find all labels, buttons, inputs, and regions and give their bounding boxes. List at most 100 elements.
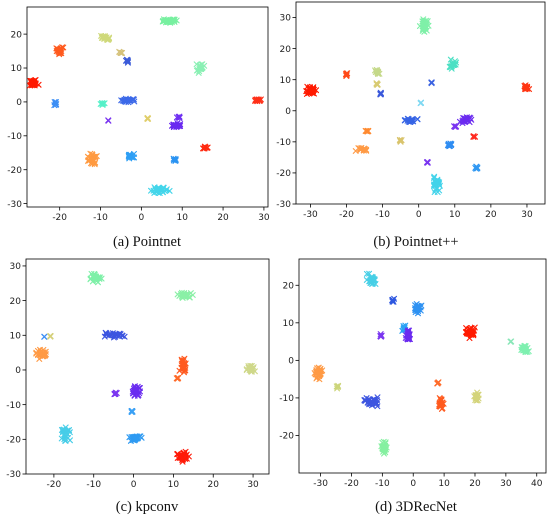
scatter-point — [444, 142, 451, 149]
cluster-10 — [417, 99, 425, 107]
cluster-4 — [373, 80, 381, 88]
scatter-point — [357, 145, 363, 152]
y-tick-label: -30 — [6, 470, 21, 480]
scatter-point — [131, 150, 137, 157]
scatter-point — [129, 408, 136, 414]
x-tick-label: 0 — [139, 213, 145, 223]
x-tick-label: -30 — [313, 479, 328, 489]
scatter-point — [401, 117, 408, 124]
x-tick-label: 30 — [500, 479, 512, 489]
cluster-5 — [377, 89, 384, 98]
scatter-point — [408, 118, 415, 125]
cluster-18 — [424, 159, 431, 166]
scatter-point — [131, 98, 138, 105]
scatter-point — [464, 115, 471, 122]
cluster-7 — [84, 150, 100, 168]
cluster-2 — [342, 70, 351, 79]
cluster-13 — [173, 374, 182, 382]
axis-ticks: -20 -10 0 10 20 30 -30 -20 -10 0 10 20 30 — [6, 262, 259, 490]
cluster-9 — [401, 115, 421, 125]
scatter-point — [87, 150, 94, 157]
cluster-15 — [471, 389, 482, 404]
scatter-point — [60, 44, 67, 51]
cluster-10 — [311, 364, 326, 383]
scatter-point — [372, 400, 379, 407]
axis-ticks: -30 -20 -10 0 10 20 30 40 -20 -10 0 10 20 — [279, 281, 542, 489]
scatter-point — [438, 406, 445, 412]
y-tick-label: -20 — [279, 432, 294, 442]
cluster-3 — [372, 67, 383, 77]
scatter-point — [316, 372, 323, 379]
x-tick-label: -10 — [93, 213, 108, 223]
cluster-20 — [252, 96, 264, 105]
cluster-8 — [518, 342, 532, 356]
x-tick-label: 20 — [469, 479, 481, 489]
scatter-point — [189, 292, 196, 298]
cluster-4 — [98, 32, 113, 43]
panel-3drecnet: -30 -20 -10 0 10 20 30 40 -20 -10 0 10 20 (d) 3DRecN… — [279, 258, 547, 515]
cluster-12 — [416, 16, 432, 35]
scatter-point — [175, 374, 182, 381]
y-tick-label: 0 — [288, 357, 294, 367]
cluster-4 — [87, 270, 105, 286]
scatter-point — [111, 333, 118, 339]
cluster-7 — [462, 324, 478, 342]
cluster-17 — [444, 140, 455, 150]
scatter-point — [126, 97, 133, 104]
scatter-point — [432, 180, 439, 186]
cluster-8 — [97, 100, 108, 108]
cluster-19 — [200, 143, 211, 152]
x-tick-label: 30 — [521, 210, 533, 220]
cluster-16 — [170, 155, 179, 164]
y-tick-label: 30 — [280, 14, 292, 24]
cluster-9 — [126, 433, 145, 444]
cluster-13 — [446, 56, 460, 72]
scatter-point — [64, 431, 71, 438]
y-tick-label: -10 — [7, 132, 22, 142]
scatter-point — [133, 435, 140, 442]
scatter-point — [173, 375, 180, 382]
axes-frame — [25, 258, 270, 475]
x-tick-label: 40 — [531, 479, 543, 489]
scatter-point — [119, 97, 126, 104]
cluster-15 — [173, 113, 183, 121]
scatter-point — [366, 401, 373, 408]
x-tick-label: 20 — [217, 213, 229, 223]
scatter-point — [101, 35, 108, 42]
scatter-point — [89, 151, 96, 158]
cluster-8 — [128, 407, 136, 416]
scatter-point — [198, 64, 205, 71]
scatter-point — [405, 329, 412, 336]
scatter-point — [305, 88, 312, 95]
y-tick-label: 20 — [283, 281, 295, 291]
scatter-point — [364, 128, 371, 135]
cluster-1 — [363, 270, 379, 287]
x-tick-label: 30 — [247, 480, 259, 490]
cluster-5 — [116, 48, 126, 56]
scatter-point — [125, 96, 131, 103]
scatter-point — [310, 86, 316, 93]
scatter-point — [467, 326, 474, 333]
y-tick-label: 20 — [11, 30, 23, 40]
scatter-point — [29, 78, 36, 85]
cluster-5 — [101, 329, 128, 341]
y-tick-label: 0 — [285, 107, 291, 117]
scatter-point — [377, 91, 384, 98]
scatter-point — [414, 116, 421, 123]
cluster-13 — [159, 16, 180, 26]
scatter-point — [397, 138, 404, 145]
scatter-point — [428, 79, 435, 86]
y-tick-label: -30 — [7, 200, 22, 210]
x-tick-label: -10 — [86, 480, 101, 490]
cluster-2 — [53, 44, 67, 58]
cluster-3 — [412, 301, 425, 317]
scatter-point — [126, 434, 133, 441]
x-tick-label: 10 — [449, 210, 461, 220]
cluster-17 — [148, 184, 173, 197]
x-tick-label: 20 — [485, 210, 497, 220]
scatter-point — [464, 117, 471, 124]
cluster-15 — [243, 362, 258, 375]
y-tick-label: 20 — [10, 297, 22, 307]
scatter-point — [369, 280, 376, 287]
scatter-point — [405, 336, 412, 343]
